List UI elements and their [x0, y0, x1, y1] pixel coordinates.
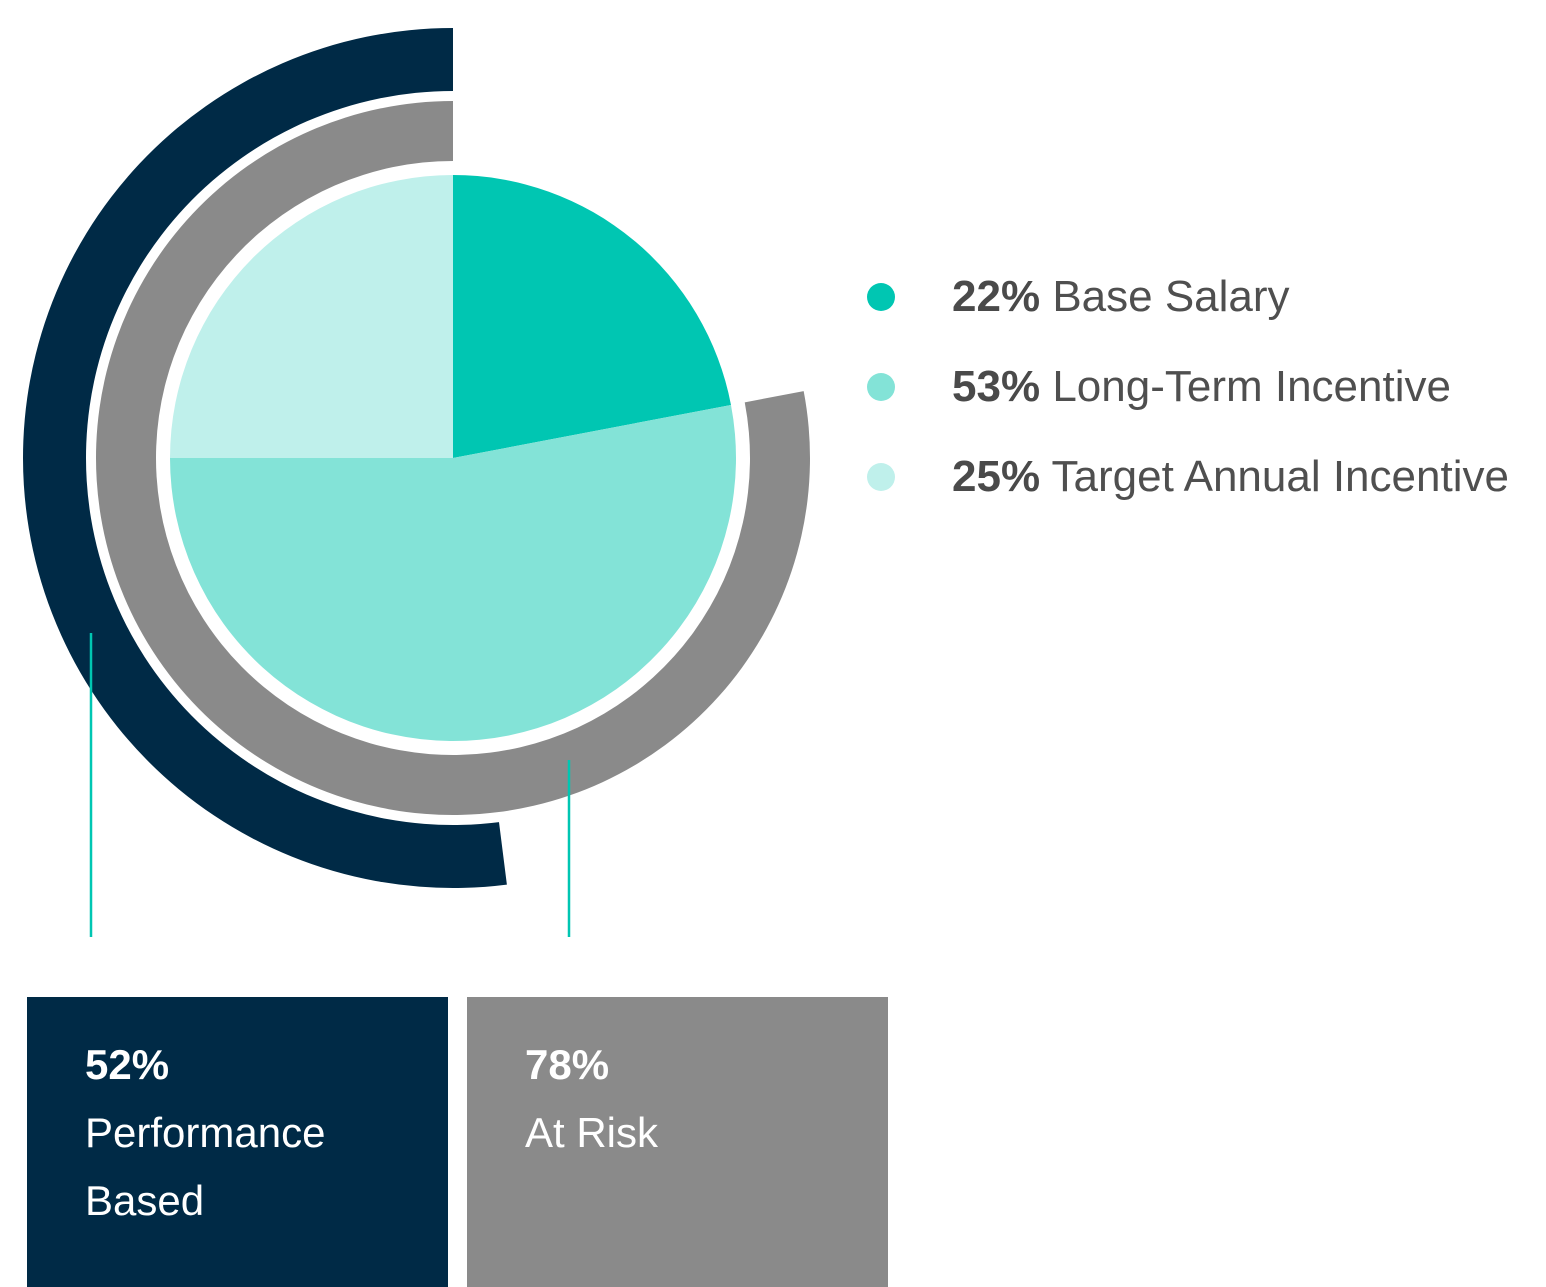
legend-label: Long-Term Incentive — [1052, 362, 1451, 411]
ring-arcs — [23, 28, 811, 888]
pie — [159, 164, 747, 752]
ring-performance-based — [23, 28, 507, 888]
pie-slice-target-annual-incentive — [170, 175, 453, 458]
performance-based-percent: 52% — [85, 1041, 170, 1088]
at-risk-box: 78% At Risk — [467, 997, 888, 1287]
legend-label: Target Annual Incentive — [1051, 452, 1509, 501]
compensation-chart — [23, 28, 811, 937]
legend-dot-base-salary — [867, 283, 895, 311]
legend-item-long-term-incentive: 53% Long-Term Incentive — [864, 352, 1524, 422]
performance-based-box: 52% Performance Based — [27, 997, 448, 1287]
legend-item-target-annual-incentive: 25% Target Annual Incentive — [864, 442, 1524, 512]
pie-slice-base-salary — [453, 175, 731, 458]
legend-percent: 25% — [952, 452, 1041, 501]
legend: 22% Base Salary 53% Long-Term Incentive … — [864, 262, 1524, 532]
legend-percent: 53% — [952, 362, 1041, 411]
performance-based-label: Performance Based — [85, 1109, 326, 1224]
at-risk-label: At Risk — [525, 1109, 659, 1156]
legend-dot-long-term-incentive — [867, 373, 895, 401]
legend-percent: 22% — [952, 272, 1041, 321]
at-risk-percent: 78% — [525, 1041, 610, 1088]
legend-dot-target-annual-incentive — [867, 463, 895, 491]
pie-slice-long-term-incentive — [170, 404, 736, 741]
legend-label: Base Salary — [1052, 272, 1290, 321]
legend-item-base-salary: 22% Base Salary — [864, 262, 1524, 332]
